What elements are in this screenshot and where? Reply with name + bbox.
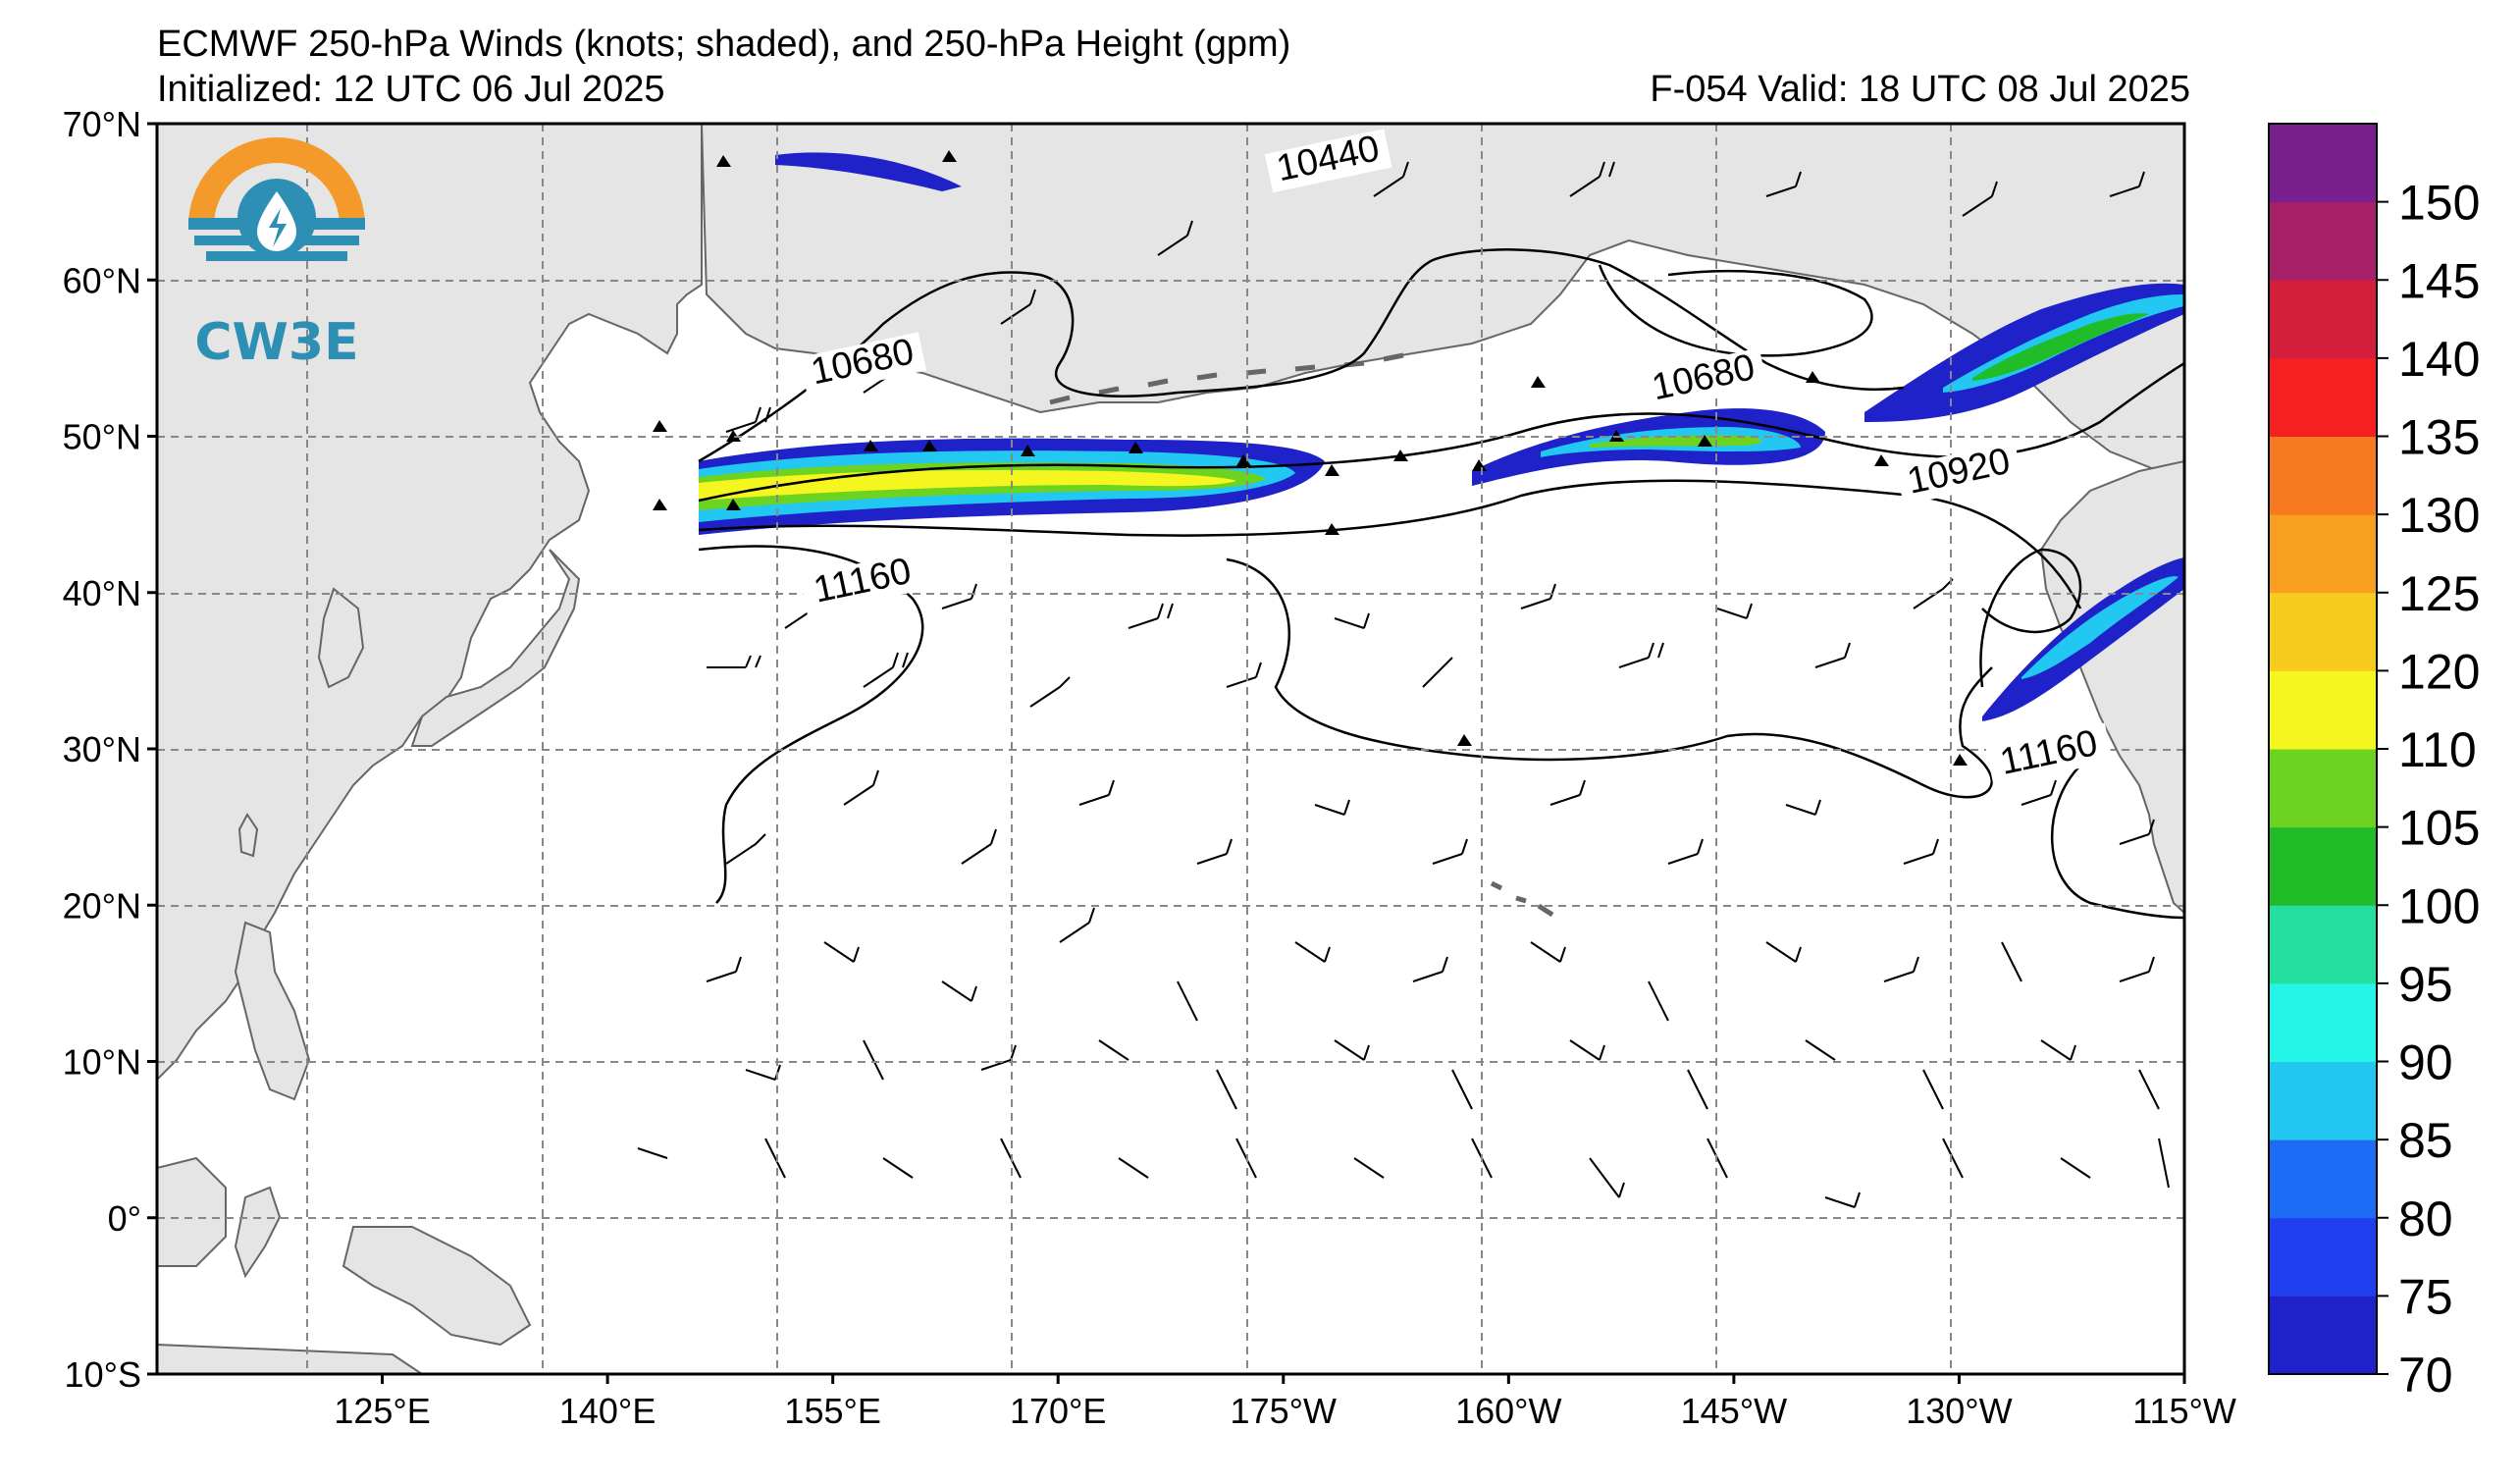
- init-time: Initialized: 12 UTC 06 Jul 2025: [157, 69, 665, 110]
- lat-label: 10°S: [65, 1354, 141, 1395]
- colorbar-label: 120: [2398, 644, 2480, 699]
- hawaii-islands: [1490, 880, 1554, 918]
- contour-label-bg: [1264, 129, 1392, 193]
- contour-label-bg: [1640, 347, 1768, 412]
- colorbar-segment: [2269, 982, 2377, 1062]
- lat-label: 40°N: [63, 573, 141, 613]
- land-australia: [157, 1343, 424, 1374]
- logo-text: CW3E: [194, 313, 358, 372]
- land-borneo: [157, 1156, 227, 1267]
- colorbar-label: 70: [2398, 1348, 2453, 1403]
- colorbar-label: 130: [2398, 488, 2480, 543]
- colorbar-segment: [2269, 1061, 2377, 1140]
- lat-label: 10°N: [63, 1042, 141, 1083]
- land-sulawesi: [234, 1186, 282, 1279]
- colorbar-segment: [2269, 436, 2377, 515]
- lat-label: 30°N: [63, 729, 141, 769]
- land-taiwan: [237, 813, 259, 858]
- land-japan: [410, 549, 581, 747]
- colorbar-label: 80: [2398, 1192, 2453, 1246]
- lightning-icon: [269, 208, 287, 247]
- colorbar-segment: [2269, 1217, 2377, 1297]
- colorbar-segment: [2269, 280, 2377, 359]
- lon-label: 160°W: [1455, 1391, 1561, 1431]
- lat-label: 60°N: [63, 260, 141, 300]
- aleutian-islands: [1049, 352, 1404, 405]
- contour-label-bg: [799, 332, 927, 397]
- logo-sun-arc: [188, 137, 365, 226]
- colorbar: 70 75 80 85 90 95 100 105 110 120 125 130 135 140 145 1…: [2268, 123, 2480, 1403]
- lon-label: 130°W: [1906, 1391, 2012, 1431]
- lon-label: 115°W: [2132, 1391, 2236, 1431]
- longitude-labels: 125°E 140°E 155°E 170°E 175°W 160°W 145°W 130°W…: [334, 1374, 2236, 1431]
- latitude-labels: 70°N 60°N 50°N 40°N 30°N 20°N 10°N 0° 10°S: [63, 104, 157, 1395]
- valid-time: F-054 Valid: 18 UTC 08 Jul 2025: [1650, 69, 2190, 110]
- lon-label: 145°W: [1681, 1391, 1787, 1431]
- contour-label-bg: [1985, 722, 2114, 787]
- colorbar-label: 90: [2398, 1035, 2453, 1090]
- lat-label: 20°N: [63, 885, 141, 926]
- colorbar-label: 135: [2398, 410, 2480, 465]
- colorbar-label: 95: [2398, 957, 2453, 1012]
- land-new-guinea: [341, 1226, 532, 1347]
- colorbar-label: 105: [2398, 801, 2480, 856]
- land-philippines: [234, 921, 311, 1101]
- colorbar-segment: [2269, 905, 2377, 984]
- map-title: ECMWF 250-hPa Winds (knots; shaded), and…: [157, 24, 1291, 65]
- land-korea: [317, 587, 365, 689]
- colorbar-label: 140: [2398, 332, 2480, 387]
- lat-label: 70°N: [63, 104, 141, 144]
- wind-barbs: [637, 161, 2170, 1208]
- lon-label: 125°E: [334, 1391, 430, 1431]
- contour-label-bg: [799, 551, 927, 615]
- colorbar-segment: [2269, 749, 2377, 828]
- contour-label-bg: [1895, 441, 2023, 505]
- lon-label: 140°E: [559, 1391, 656, 1431]
- lon-label: 175°W: [1231, 1391, 1337, 1431]
- colorbar-label: 150: [2398, 176, 2480, 231]
- colorbar-label: 100: [2398, 878, 2480, 933]
- lon-label: 170°E: [1010, 1391, 1106, 1431]
- height-contours: [698, 248, 2184, 920]
- colorbar-segment: [2269, 514, 2377, 594]
- colorbar-label: 110: [2398, 722, 2477, 777]
- colorbar-segment: [2269, 1139, 2377, 1219]
- colorbar-segment: [2269, 124, 2377, 203]
- colorbar-label: 85: [2398, 1113, 2453, 1168]
- lat-label: 0°: [108, 1198, 141, 1239]
- grid-lines: [157, 124, 2184, 1374]
- colorbar-segment: [2269, 826, 2377, 906]
- colorbar-segment: [2269, 1296, 2377, 1375]
- cw3e-logo: CW3E: [188, 137, 365, 372]
- colorbar-segment: [2269, 201, 2377, 281]
- colorbar-label: 75: [2398, 1269, 2453, 1324]
- colorbar-segment: [2269, 670, 2377, 750]
- colorbar-segment: [2269, 357, 2377, 437]
- colorbar-segment: [2269, 592, 2377, 671]
- lat-label: 50°N: [63, 417, 141, 457]
- colorbar-label: 145: [2398, 253, 2480, 308]
- lon-label: 155°E: [784, 1391, 880, 1431]
- colorbar-label: 125: [2398, 566, 2480, 621]
